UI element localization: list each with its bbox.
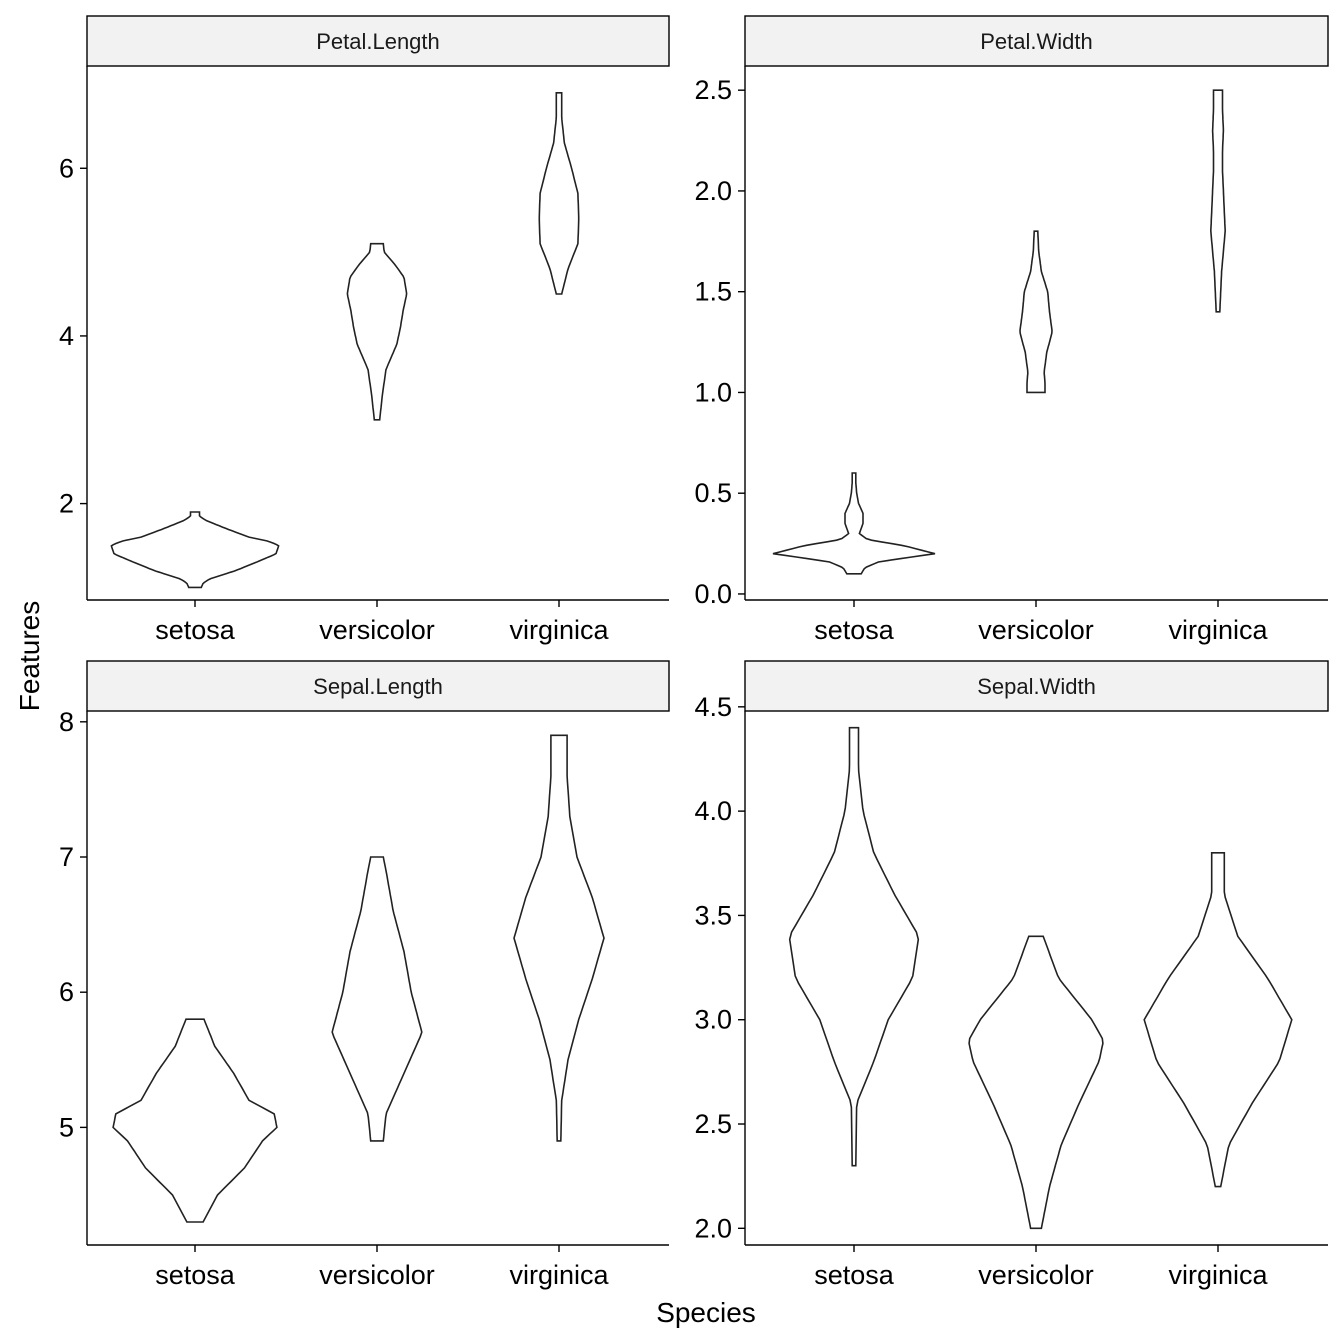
facet-strip: [86, 660, 670, 712]
x-tick-label: versicolor: [319, 615, 435, 645]
y-axis-title: Features: [14, 601, 45, 712]
y-tick-label: 4: [59, 321, 74, 351]
y-tick-label: 2.0: [694, 1213, 732, 1243]
violin-versicolor: [968, 935, 1104, 1230]
x-tick-label: setosa: [155, 1260, 236, 1290]
violin-versicolor: [331, 856, 423, 1142]
facet-strip: [744, 660, 1329, 712]
facet-strip-label: Sepal.Width: [977, 674, 1096, 699]
facet-strip-label: Sepal.Length: [313, 674, 443, 699]
y-tick-label: 8: [59, 707, 74, 737]
x-tick-label: virginica: [1168, 1260, 1268, 1290]
x-tick-label: versicolor: [978, 1260, 1094, 1290]
x-tick-label: setosa: [814, 1260, 895, 1290]
y-tick-label: 7: [59, 842, 74, 872]
y-tick-label: 6: [59, 977, 74, 1007]
violin-virginica: [513, 734, 605, 1142]
facet-strip: [86, 15, 670, 67]
x-tick-label: setosa: [814, 615, 895, 645]
violin-virginica: [1209, 89, 1227, 313]
x-axis-title: Species: [656, 1297, 756, 1328]
violin-setosa: [772, 472, 936, 575]
y-tick-label: 0.5: [694, 478, 732, 508]
y-tick-label: 3.5: [694, 900, 732, 930]
x-tick-label: virginica: [509, 615, 609, 645]
y-tick-label: 5: [59, 1112, 74, 1142]
violin-setosa: [112, 1018, 278, 1223]
facet-panel-petal-width: Petal.Width 0.0 0.5 1.0 1.5 2.0 2.5 setosa versi…: [694, 15, 1329, 645]
violin-versicolor: [346, 242, 408, 421]
y-tick-label: 2: [59, 489, 74, 519]
x-tick-label: virginica: [1168, 615, 1268, 645]
y-tick-label: 4.5: [694, 692, 732, 722]
violin-versicolor: [1019, 230, 1053, 394]
violin-setosa: [110, 511, 280, 589]
y-tick-label: 2.0: [694, 176, 732, 206]
y-tick-label: 0.0: [694, 579, 732, 609]
y-tick-label: 1.5: [694, 277, 732, 307]
x-tick-label: setosa: [155, 615, 236, 645]
facet-strip-label: Petal.Length: [316, 29, 440, 54]
facet-panel-sepal-length: Sepal.Length 5 6 7 8 setosa versicolor virginic…: [59, 660, 670, 1290]
y-tick-label: 1.0: [694, 377, 732, 407]
facet-strip: [744, 15, 1329, 67]
violin-virginica: [1143, 852, 1293, 1188]
violin-setosa: [788, 726, 920, 1167]
facet-strip-label: Petal.Width: [980, 29, 1093, 54]
x-tick-label: versicolor: [978, 615, 1094, 645]
y-tick-label: 6: [59, 153, 74, 183]
y-tick-label: 2.5: [694, 1109, 732, 1139]
x-tick-label: versicolor: [319, 1260, 435, 1290]
violin-virginica: [538, 92, 580, 295]
facet-panel-sepal-width: Sepal.Width 2.0 2.5 3.0 3.5 4.0 4.5 setosa versi…: [694, 660, 1329, 1290]
facet-panel-petal-length: Petal.Length 2 4 6 setosa versicolor virginica: [59, 15, 670, 645]
y-tick-label: 2.5: [694, 75, 732, 105]
y-tick-label: 3.0: [694, 1005, 732, 1035]
y-tick-label: 4.0: [694, 796, 732, 826]
x-tick-label: virginica: [509, 1260, 609, 1290]
